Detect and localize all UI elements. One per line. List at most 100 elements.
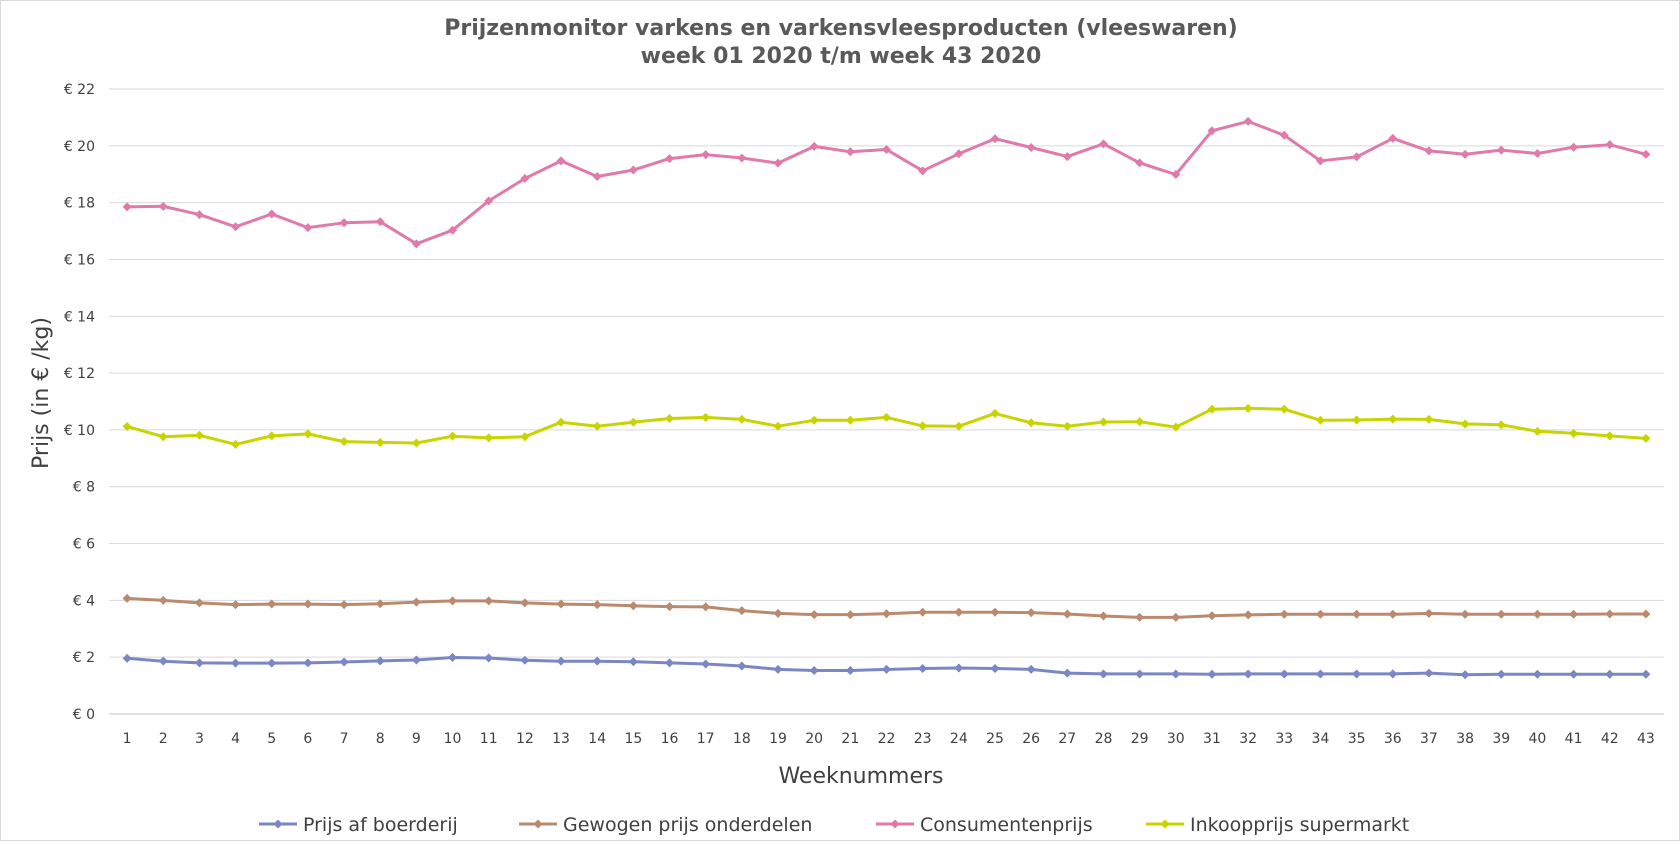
x-tick-label: 36: [1384, 731, 1402, 747]
data-point: [303, 658, 313, 668]
data-point: [1569, 142, 1579, 152]
data-point: [231, 222, 241, 232]
chart-title-line1: Prijzenmonitor varkens en varkensvleespr…: [444, 16, 1238, 41]
x-tick-label: 32: [1239, 731, 1257, 747]
data-point: [1207, 126, 1217, 136]
data-point: [411, 239, 421, 249]
legend-marker: [273, 819, 283, 829]
data-point: [1315, 415, 1325, 425]
data-point: [1460, 609, 1470, 619]
data-point: [448, 431, 458, 441]
x-tick-label: 40: [1529, 731, 1547, 747]
data-point: [556, 156, 566, 166]
data-point: [411, 438, 421, 448]
data-point: [1171, 612, 1181, 622]
data-point: [1641, 669, 1651, 679]
x-tick-label: 12: [516, 731, 534, 747]
data-point: [1207, 404, 1217, 414]
x-tick-label: 27: [1058, 731, 1076, 747]
data-point: [990, 607, 1000, 617]
data-point: [448, 596, 458, 606]
data-point: [1171, 170, 1181, 180]
data-point: [1171, 422, 1181, 432]
data-point: [990, 408, 1000, 418]
legend: Prijs af boerderij Gewogen prijs onderdel…: [259, 814, 1409, 836]
x-tick-label: 4: [231, 731, 240, 747]
data-point: [520, 598, 530, 608]
data-point: [773, 421, 783, 431]
data-point: [556, 656, 566, 666]
legend-item: Prijs af boerderij: [259, 814, 458, 836]
data-point: [1460, 149, 1470, 159]
data-point: [1641, 609, 1651, 619]
data-point: [520, 173, 530, 183]
data-point: [1243, 669, 1253, 679]
data-point: [339, 657, 349, 667]
data-point: [773, 158, 783, 168]
data-point: [1098, 669, 1108, 679]
chart-title-line2: week 01 2020 t/m week 43 2020: [641, 44, 1042, 69]
data-point: [1388, 414, 1398, 424]
x-tick-label: 30: [1167, 731, 1185, 747]
data-point: [194, 430, 204, 440]
data-point: [628, 601, 638, 611]
x-tick-label: 8: [376, 731, 385, 747]
legend-item: Consumentenprijs: [876, 814, 1093, 836]
data-point: [1424, 668, 1434, 678]
data-point: [1424, 146, 1434, 156]
data-point: [520, 432, 530, 442]
data-point: [845, 415, 855, 425]
data-point: [845, 147, 855, 157]
data-point: [303, 599, 313, 609]
data-point: [773, 608, 783, 618]
data-point: [592, 172, 602, 181]
data-point: [592, 600, 602, 610]
data-point: [1207, 611, 1217, 621]
data-point: [1279, 609, 1289, 619]
data-point: [1207, 669, 1217, 679]
data-point: [809, 610, 819, 620]
data-point: [484, 653, 494, 663]
data-point: [628, 417, 638, 427]
x-tick-label: 29: [1131, 731, 1149, 747]
data-point: [339, 600, 349, 610]
data-point: [1062, 668, 1072, 678]
data-point: [448, 225, 458, 235]
data-point: [954, 149, 964, 159]
series-2: [122, 593, 1651, 622]
data-point: [809, 141, 819, 151]
data-point: [882, 145, 891, 155]
data-point: [1135, 417, 1145, 427]
data-point: [592, 421, 602, 431]
data-point: [1532, 609, 1542, 619]
data-point: [665, 602, 675, 612]
data-point: [628, 657, 638, 667]
data-point: [1062, 609, 1072, 619]
data-point: [1171, 669, 1181, 679]
data-point: [1279, 404, 1289, 414]
data-point: [122, 653, 132, 663]
data-point: [1315, 609, 1325, 619]
data-point: [882, 412, 891, 422]
y-tick-label: € 18: [64, 196, 95, 212]
data-point: [1062, 152, 1072, 162]
data-point: [1569, 428, 1579, 438]
data-point: [1062, 421, 1072, 431]
data-point: [1388, 133, 1398, 143]
x-tick-label: 26: [1022, 731, 1040, 747]
data-point: [737, 661, 747, 671]
data-point: [809, 415, 819, 425]
legend-label: Gewogen prijs onderdelen: [563, 814, 812, 836]
series-line: [127, 119, 1647, 246]
y-tick-label: € 20: [64, 139, 95, 155]
data-point: [194, 658, 204, 668]
data-point: [665, 154, 675, 164]
series-4: [122, 403, 1651, 449]
x-tick-label: 1: [123, 731, 132, 747]
series-1: [122, 652, 1651, 680]
data-point: [809, 666, 819, 676]
data-point: [556, 417, 566, 427]
data-point: [484, 433, 494, 443]
data-point: [1352, 669, 1362, 679]
x-axis-title: Weeknummers: [778, 764, 943, 789]
